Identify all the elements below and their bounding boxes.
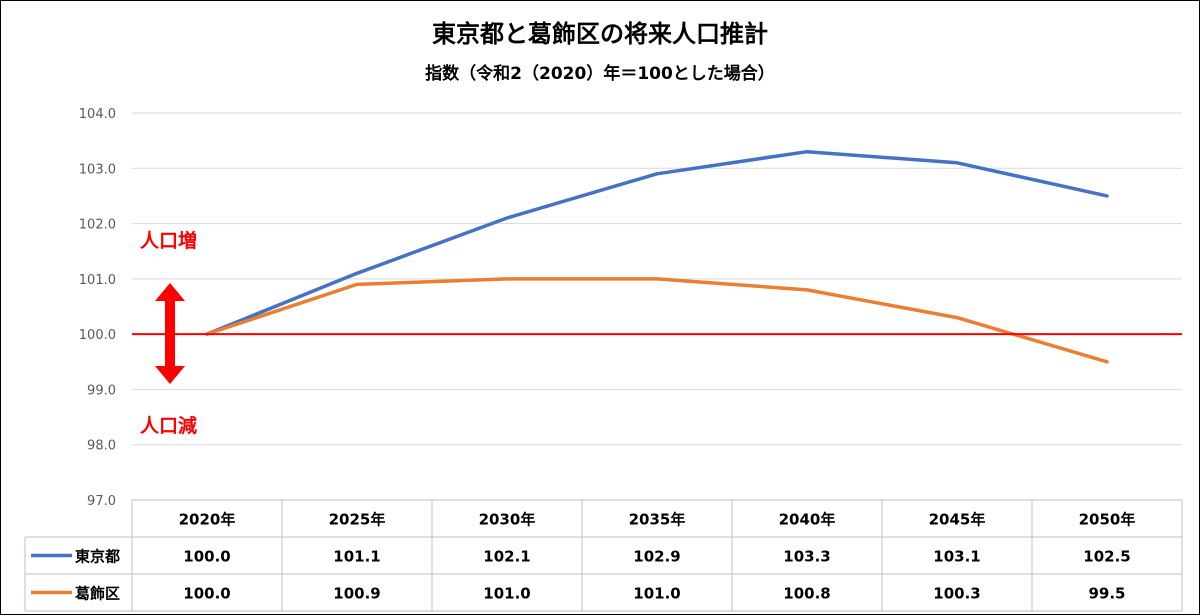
- x-tick-label: 2045年: [929, 511, 986, 529]
- x-tick-label: 2020年: [179, 511, 236, 529]
- series-line-0: [205, 149, 1109, 336]
- y-tick-label: 104.0: [79, 107, 116, 122]
- y-tick-label: 100.0: [79, 328, 116, 343]
- data-label: 100.9: [333, 585, 380, 603]
- chart-title: 東京都と葛飾区の将来人口推計: [432, 20, 768, 48]
- data-label: 102.9: [633, 548, 680, 566]
- annotation-decrease: 人口減: [140, 414, 197, 437]
- x-tick-label: 2035年: [629, 511, 686, 529]
- data-label: 102.1: [483, 548, 530, 566]
- data-label: 102.5: [1083, 548, 1130, 566]
- y-tick-label: 97.0: [87, 494, 116, 509]
- series-lines: [205, 149, 1109, 364]
- x-tick-label: 2025年: [329, 511, 386, 529]
- series-line-1: [205, 277, 1109, 364]
- data-label: 100.0: [183, 548, 230, 566]
- y-tick-label: 98.0: [87, 439, 116, 454]
- y-tick-label: 101.0: [79, 273, 116, 288]
- data-label: 100.8: [783, 585, 830, 603]
- data-label: 101.0: [633, 585, 680, 603]
- data-label: 103.1: [933, 548, 980, 566]
- data-label: 100.3: [933, 585, 980, 603]
- data-label: 103.3: [783, 548, 830, 566]
- y-axis-ticks: 97.0 98.0 99.0 100.0 101.0 102.0 103.0 104.0: [79, 107, 116, 509]
- x-tick-label: 2050年: [1079, 511, 1136, 529]
- data-label: 99.5: [1088, 585, 1125, 603]
- y-tick-label: 103.0: [79, 162, 116, 177]
- x-tick-label: 2030年: [479, 511, 536, 529]
- data-label: 100.0: [183, 585, 230, 603]
- data-label: 101.0: [483, 585, 530, 603]
- annotation-increase: 人口増: [140, 229, 197, 252]
- legend-label: 葛飾区: [74, 585, 120, 603]
- legend-label: 東京都: [75, 548, 120, 566]
- chart-subtitle: 指数（令和2（2020）年＝100とした場合）: [425, 63, 775, 84]
- y-tick-label: 99.0: [87, 383, 116, 398]
- x-tick-label: 2040年: [779, 511, 836, 529]
- annotations: 人口増 人口減: [140, 229, 197, 437]
- y-tick-label: 102.0: [79, 218, 116, 233]
- data-label: 101.1: [333, 548, 380, 566]
